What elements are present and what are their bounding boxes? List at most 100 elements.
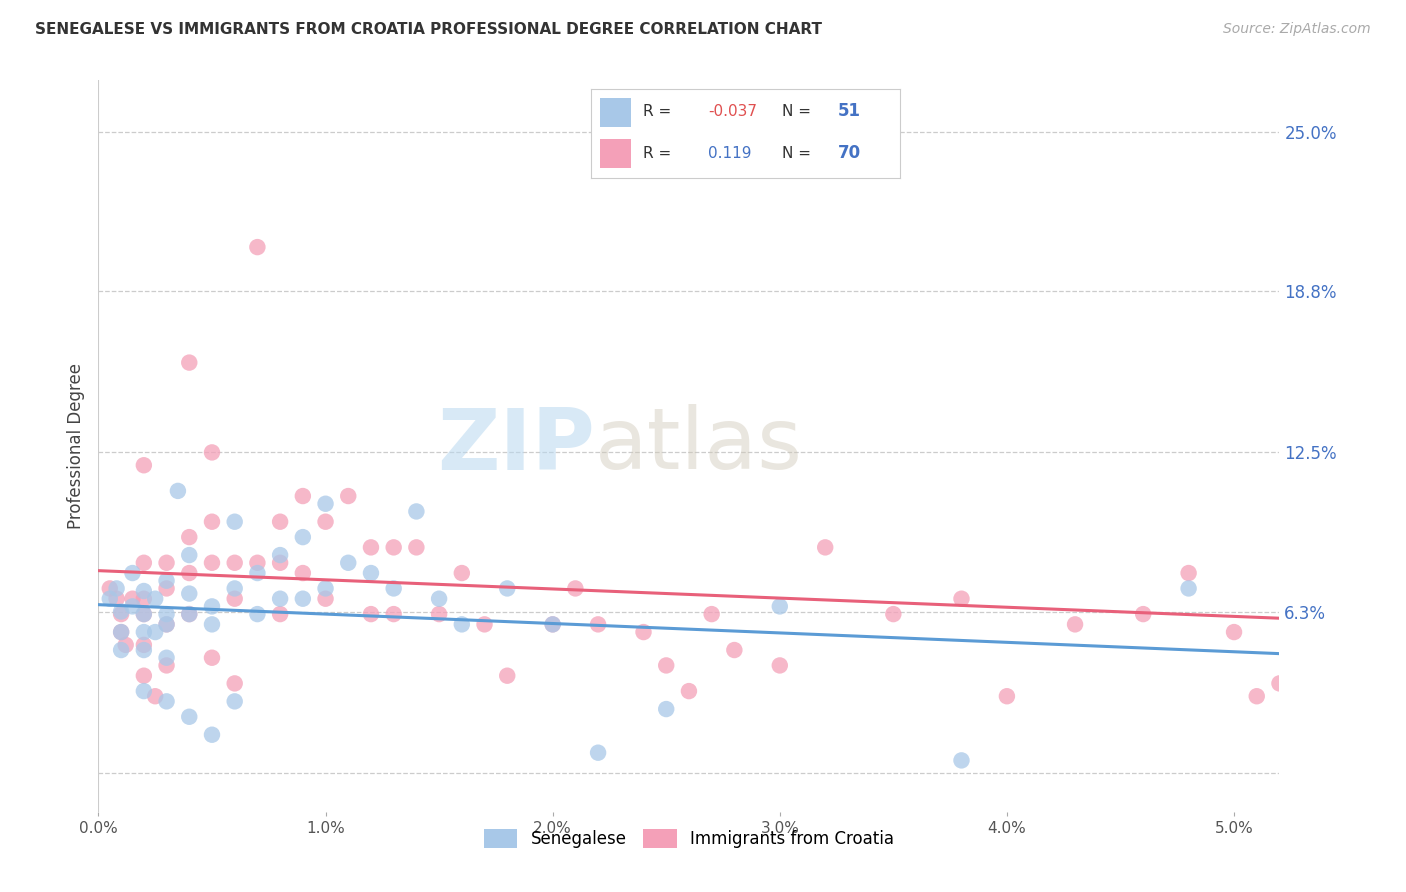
Point [700,607,723,621]
Point [269,591,291,606]
Point [121,591,143,606]
Point [179,607,201,621]
Point [179,530,201,544]
Point [121,599,143,614]
Point [655,702,678,716]
Point [246,566,269,580]
Point [143,690,166,704]
Point [179,607,201,621]
Point [132,591,155,606]
Point [155,650,177,665]
Point [269,556,291,570]
Point [132,584,155,599]
Point [110,607,132,621]
Point [586,617,609,632]
Point [382,541,405,555]
Point [155,658,177,673]
Text: -0.037: -0.037 [709,104,756,119]
Point [995,690,1018,704]
Point [224,694,246,708]
Point [269,515,291,529]
Point [179,586,201,600]
Point [360,607,382,621]
Text: ZIP: ZIP [437,404,595,488]
Text: R =: R = [643,104,671,119]
Point [360,566,382,580]
Point [201,617,224,632]
Point [179,548,201,562]
Point [360,541,382,555]
Point [1223,625,1246,640]
Point [315,591,337,606]
Point [179,355,201,369]
Point [155,582,177,596]
Point [201,515,224,529]
Point [167,483,190,498]
Point [155,617,177,632]
Point [201,599,224,614]
Point [950,753,973,767]
Text: 70: 70 [838,145,860,162]
Point [246,607,269,621]
Point [1177,566,1199,580]
Point [143,625,166,640]
Point [179,566,201,580]
Point [382,582,405,596]
Point [337,489,360,503]
Point [201,650,224,665]
Point [427,607,450,621]
Point [450,617,472,632]
Point [1132,607,1154,621]
Text: R =: R = [643,146,671,161]
Point [132,625,155,640]
Point [201,445,224,459]
Point [143,591,166,606]
Point [132,638,155,652]
Point [155,694,177,708]
Point [405,541,427,555]
Point [98,591,121,606]
Point [201,728,224,742]
Point [224,515,246,529]
Point [179,710,201,724]
Point [291,566,314,580]
Text: 0.119: 0.119 [709,146,752,161]
Point [723,643,745,657]
Point [541,617,564,632]
Point [655,658,678,673]
Point [132,643,155,657]
Point [1177,582,1199,596]
Text: atlas: atlas [595,404,803,488]
Point [110,643,132,657]
Point [950,591,973,606]
Text: 51: 51 [838,103,860,120]
Point [224,582,246,596]
Point [633,625,655,640]
Point [450,566,472,580]
Point [132,458,155,473]
Point [1268,676,1291,690]
Point [132,607,155,621]
Point [700,137,723,152]
Point [1405,530,1406,544]
Point [201,556,224,570]
Point [1246,690,1268,704]
Point [1064,617,1087,632]
Point [121,566,143,580]
Point [132,556,155,570]
Y-axis label: Professional Degree: Professional Degree [67,363,86,529]
Point [382,607,405,621]
Point [132,607,155,621]
Point [105,591,128,606]
Point [291,591,314,606]
Point [474,617,496,632]
Point [678,684,700,698]
Point [427,591,450,606]
Point [814,541,837,555]
Point [155,617,177,632]
Point [155,607,177,621]
Point [246,240,269,254]
Legend: Senegalese, Immigrants from Croatia: Senegalese, Immigrants from Croatia [477,822,901,855]
Point [269,607,291,621]
Point [1336,541,1358,555]
